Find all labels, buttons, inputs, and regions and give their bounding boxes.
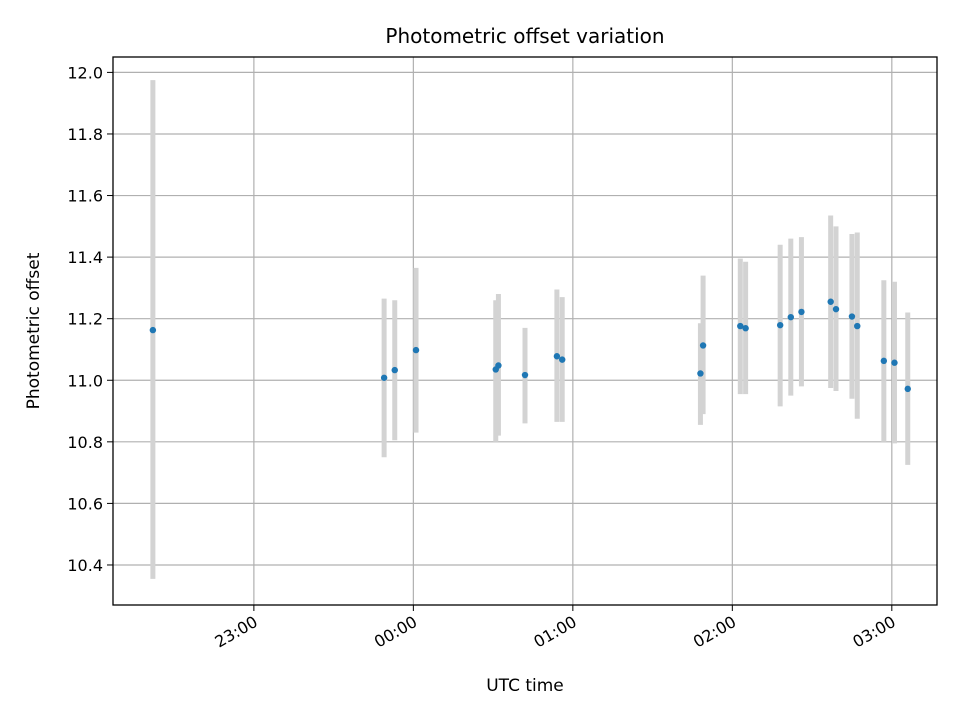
data-point: [880, 357, 888, 365]
data-point: [798, 308, 805, 316]
y-tick-label: 11.0: [67, 371, 103, 390]
data-point: [854, 322, 861, 330]
grid-lines: [113, 57, 937, 605]
data-point: [559, 356, 566, 363]
y-tick-label: 11.6: [67, 187, 103, 206]
x-tick-label: 23:00: [211, 612, 260, 652]
data-point: [787, 313, 795, 321]
data-point: [380, 374, 388, 381]
data-point: [697, 370, 704, 377]
data-point: [699, 342, 707, 349]
error-bars: [150, 80, 911, 579]
y-tick-label: 11.2: [67, 310, 103, 329]
x-tick-label: 01:00: [530, 612, 579, 652]
y-tick-label: 11.4: [67, 248, 103, 267]
data-point: [827, 298, 834, 305]
y-tick-label: 12.0: [67, 63, 103, 82]
data-point: [149, 326, 157, 334]
x-tick-label: 03:00: [849, 612, 898, 652]
y-tick-label: 11.8: [67, 125, 103, 144]
data-point: [742, 325, 749, 332]
data-point: [495, 362, 502, 369]
x-axis-label: UTC time: [486, 676, 564, 696]
x-axis-ticks: 23:00 00:00 01:00 02:00 03:00: [211, 605, 899, 652]
data-point: [848, 313, 856, 320]
x-tick-label: 02:00: [690, 612, 739, 652]
y-tick-label: 10.8: [67, 433, 103, 452]
data-point: [737, 322, 744, 330]
data-point: [521, 371, 529, 379]
data-point: [553, 353, 561, 360]
y-tick-label: 10.6: [67, 494, 103, 513]
x-tick-label: 00:00: [371, 612, 420, 652]
y-axis-ticks: 10.4 10.6 10.8 11.0 11.2 11.4 11.6 11.8 12.0: [67, 63, 113, 575]
data-point: [412, 346, 420, 354]
data-point: [832, 305, 840, 313]
y-axis-label: Photometric offset: [24, 252, 44, 409]
data-point: [891, 359, 898, 366]
data-points: [149, 298, 911, 393]
plot-frame: [112, 56, 938, 606]
y-tick-label: 10.4: [67, 556, 103, 575]
data-point: [776, 321, 784, 329]
data-point: [904, 385, 911, 393]
data-point: [391, 366, 398, 374]
chart-title: Photometric offset variation: [385, 24, 664, 48]
